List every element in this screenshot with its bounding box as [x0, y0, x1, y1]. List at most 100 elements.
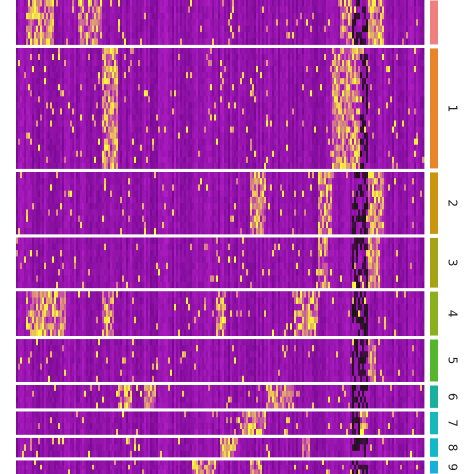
heatmap-cell — [198, 25, 201, 33]
heatmap-cell — [130, 144, 133, 152]
heatmap-cell — [122, 138, 125, 146]
heatmap-cell — [376, 32, 379, 39]
heatmap-cell — [360, 0, 363, 7]
heatmap-cell — [122, 19, 125, 27]
heatmap-cell — [108, 102, 111, 109]
heatmap-cell — [378, 25, 381, 33]
heatmap-cell — [138, 12, 141, 20]
heatmap-cell — [408, 32, 411, 39]
heatmap-cell — [90, 108, 93, 115]
heatmap-cell — [94, 138, 97, 146]
heatmap-cell — [282, 19, 285, 27]
heatmap-cell — [20, 25, 23, 33]
heatmap-cell — [356, 0, 359, 7]
heatmap-cell — [28, 78, 31, 85]
heatmap-cell — [126, 66, 129, 73]
heatmap-cell — [114, 66, 117, 73]
heatmap-cell — [62, 53, 65, 61]
heatmap-cell — [278, 19, 281, 27]
heatmap-cell — [62, 156, 65, 164]
heatmap-cell — [16, 60, 19, 67]
heatmap-cell — [204, 32, 207, 39]
heatmap-cell — [100, 25, 103, 33]
heatmap-cell — [98, 126, 101, 134]
heatmap-cell — [132, 6, 135, 14]
heatmap-cell — [288, 12, 291, 20]
heatmap-cell — [168, 38, 171, 46]
heatmap-cell — [28, 162, 31, 170]
heatmap-cell — [210, 0, 213, 7]
heatmap-cell — [104, 102, 107, 109]
heatmap-cell — [18, 102, 21, 109]
heatmap-cell — [336, 32, 339, 39]
heatmap-cell — [208, 0, 211, 7]
heatmap-cell — [130, 150, 133, 158]
heatmap-cell — [114, 150, 117, 158]
heatmap-cell — [42, 144, 45, 152]
heatmap-cell — [44, 0, 47, 7]
heatmap-cell — [66, 6, 69, 14]
heatmap-cell — [314, 6, 317, 14]
heatmap-cell — [48, 25, 51, 33]
heatmap-cell — [38, 60, 41, 67]
heatmap-cell — [160, 12, 163, 20]
heatmap-cell — [44, 84, 47, 91]
heatmap-cell — [54, 32, 57, 39]
heatmap-cell — [140, 144, 143, 152]
heatmap-cell — [50, 162, 53, 170]
heatmap-cell — [42, 25, 45, 33]
heatmap-cell — [206, 12, 209, 20]
heatmap-cell — [26, 47, 29, 55]
heatmap-cell — [224, 12, 227, 20]
heatmap-cell — [122, 38, 125, 46]
heatmap-cell — [228, 12, 231, 20]
heatmap-cell — [26, 90, 29, 97]
heatmap-cell — [34, 102, 37, 109]
heatmap-cell — [350, 25, 353, 33]
heatmap-cell — [64, 32, 67, 39]
heatmap-cell — [82, 126, 85, 134]
heatmap-cell — [120, 78, 123, 85]
heatmap-cell — [24, 78, 27, 85]
heatmap-cell — [114, 114, 117, 121]
heatmap-cell — [138, 144, 141, 152]
heatmap-cell — [78, 126, 81, 134]
heatmap-cell — [326, 12, 329, 20]
heatmap-cell — [140, 60, 143, 67]
heatmap-cell — [84, 126, 87, 134]
heatmap-cell — [26, 0, 29, 7]
heatmap-cell — [368, 6, 371, 14]
heatmap-cell — [170, 19, 173, 27]
heatmap-cell — [56, 38, 59, 46]
heatmap-cell — [406, 0, 409, 7]
heatmap-cell — [172, 12, 175, 20]
heatmap-cell — [138, 126, 141, 134]
heatmap-cell — [72, 126, 75, 134]
heatmap-cell — [28, 12, 31, 20]
heatmap-cell — [132, 108, 135, 115]
heatmap-cell — [46, 0, 49, 7]
heatmap-cell — [100, 78, 103, 85]
heatmap-cell — [112, 53, 115, 61]
heatmap-cell — [36, 138, 39, 146]
heatmap-cell — [30, 84, 33, 91]
heatmap-cell — [84, 47, 87, 55]
heatmap-cell — [94, 150, 97, 158]
heatmap-cell — [126, 6, 129, 14]
heatmap-cell — [102, 53, 105, 61]
heatmap-cell — [160, 0, 163, 7]
heatmap-cell — [336, 6, 339, 14]
heatmap-cell — [386, 38, 389, 46]
heatmap-cell — [156, 12, 159, 20]
heatmap-cell — [304, 32, 307, 39]
heatmap-cell — [96, 120, 99, 127]
heatmap-cell — [122, 126, 125, 134]
heatmap-cell — [30, 78, 33, 85]
heatmap-cell — [108, 78, 111, 85]
heatmap-cell — [58, 47, 61, 55]
heatmap-cell — [344, 38, 347, 46]
heatmap-cell — [80, 156, 83, 164]
heatmap-cell — [84, 0, 87, 7]
heatmap-cell — [68, 0, 71, 7]
heatmap-cell — [392, 19, 395, 27]
